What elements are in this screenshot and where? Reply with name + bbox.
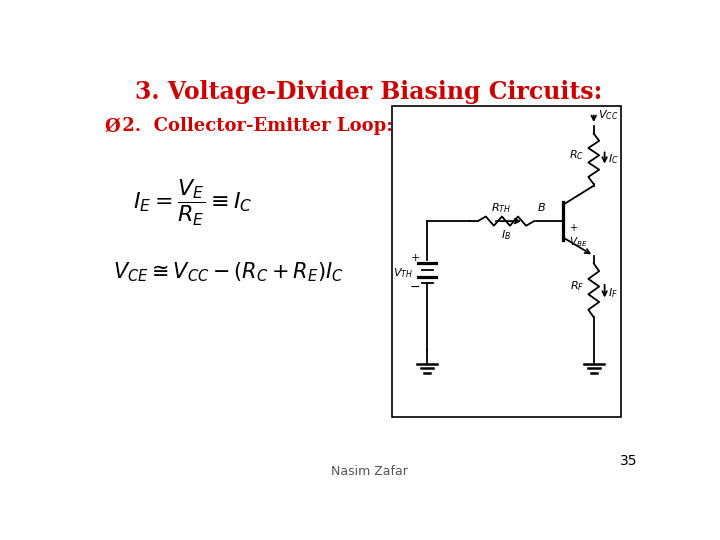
Text: 35: 35 (620, 454, 637, 468)
Text: Ø: Ø (104, 117, 120, 136)
Text: $-$: $-$ (409, 280, 420, 293)
Text: $I_F$: $I_F$ (608, 286, 618, 300)
Text: $+$: $+$ (569, 222, 578, 233)
Text: 2.  Collector-Emitter Loop:: 2. Collector-Emitter Loop: (117, 117, 393, 136)
Text: $V_{CE} \cong V_{CC} - (R_C + R_E)I_C$: $V_{CE} \cong V_{CC} - (R_C + R_E)I_C$ (113, 261, 344, 285)
Text: $I_C$: $I_C$ (608, 152, 618, 166)
Text: Nasim Zafar: Nasim Zafar (330, 465, 408, 478)
Text: B: B (537, 204, 545, 213)
Text: $V_{CC}$: $V_{CC}$ (598, 108, 618, 122)
Text: $I_B$: $I_B$ (501, 228, 511, 242)
Text: 3. Voltage-Divider Biasing Circuits:: 3. Voltage-Divider Biasing Circuits: (135, 80, 603, 104)
Text: $I_E = \dfrac{V_E}{R_E} \equiv I_C$: $I_E = \dfrac{V_E}{R_E} \equiv I_C$ (132, 178, 252, 228)
Bar (392, 106, 621, 417)
Text: $R_C$: $R_C$ (570, 148, 585, 162)
Text: $V_{BE}$: $V_{BE}$ (569, 235, 588, 249)
Text: $R_F$: $R_F$ (570, 280, 585, 293)
Text: $V_{TH}$: $V_{TH}$ (393, 267, 413, 280)
Text: $+$: $+$ (410, 252, 420, 263)
Text: $R_{TH}$: $R_{TH}$ (491, 201, 510, 215)
